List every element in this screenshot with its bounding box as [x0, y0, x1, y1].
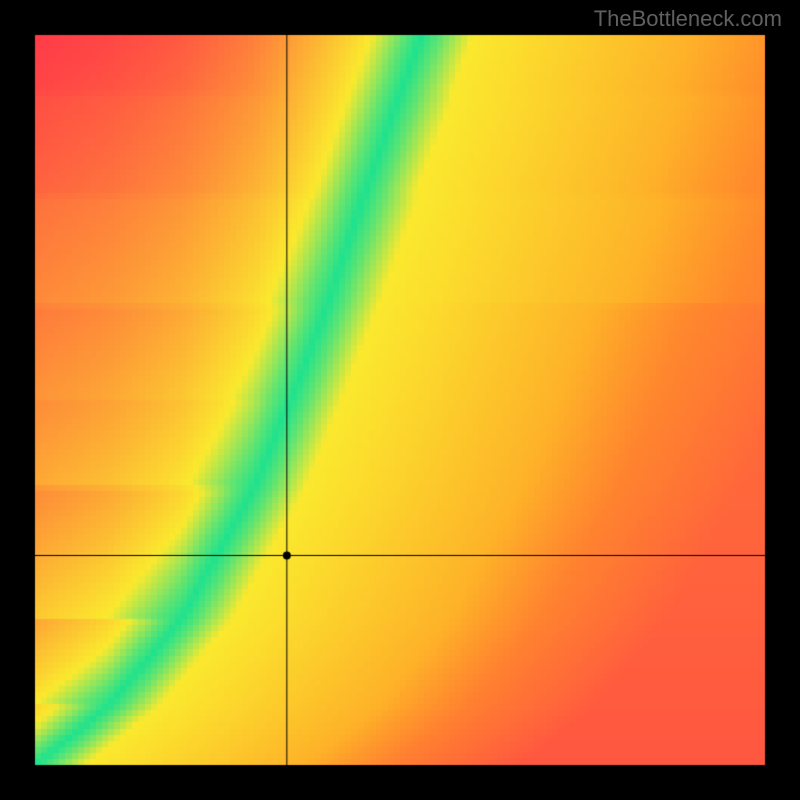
watermark-text: TheBottleneck.com	[594, 6, 782, 32]
chart-container: TheBottleneck.com	[0, 0, 800, 800]
heatmap-canvas	[0, 0, 800, 800]
